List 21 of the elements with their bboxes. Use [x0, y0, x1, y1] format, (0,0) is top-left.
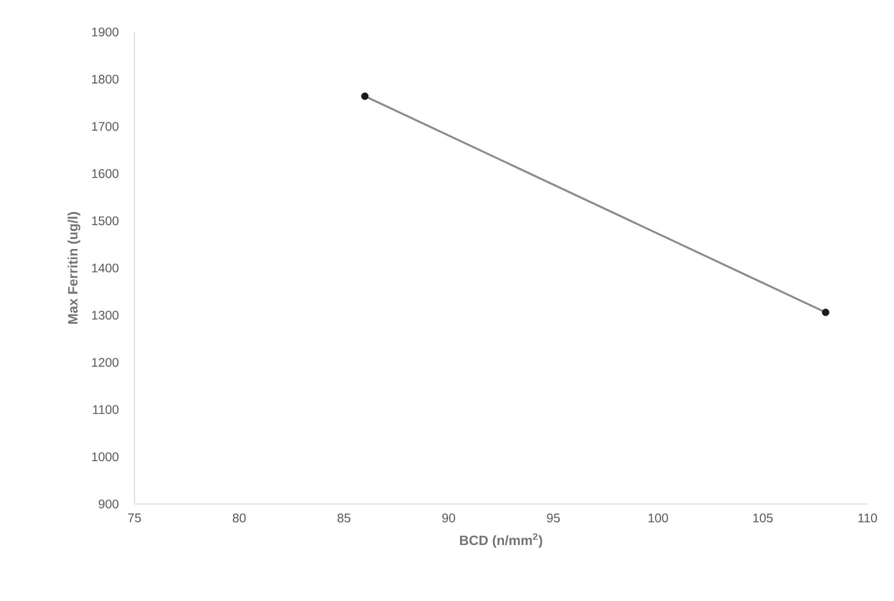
y-tick-label: 1100: [93, 405, 118, 414]
x-tick-label: 105: [753, 514, 773, 522]
y-tick-label: 1900: [92, 28, 118, 36]
x-tick-label: 75: [128, 514, 141, 522]
y-tick-label: 1800: [92, 74, 118, 84]
y-tick-label: 1200: [92, 358, 118, 367]
x-axis-title: BCD (n/mm$^{2}$): [460, 533, 542, 548]
x-tick-label: 110: [858, 514, 877, 522]
x-tick-label: 90: [442, 514, 456, 522]
x-tick-label: 85: [338, 514, 350, 522]
y-tick-label: 1700: [92, 122, 118, 131]
y-tick-label: 1600: [92, 169, 118, 178]
x-tick-label: 80: [232, 514, 246, 522]
y-tick-label: 1500: [92, 216, 118, 226]
x-tick-label: 95: [547, 514, 560, 522]
y-axis-title: Max Ferritin (ug/l): [68, 212, 80, 324]
y-tick-label: 1300: [92, 310, 118, 320]
x-tick-label: 100: [648, 514, 668, 522]
y-tick-label: 900: [98, 500, 118, 508]
y-tick-label: 1000: [92, 452, 118, 462]
y-tick-label: 1400: [92, 264, 118, 272]
